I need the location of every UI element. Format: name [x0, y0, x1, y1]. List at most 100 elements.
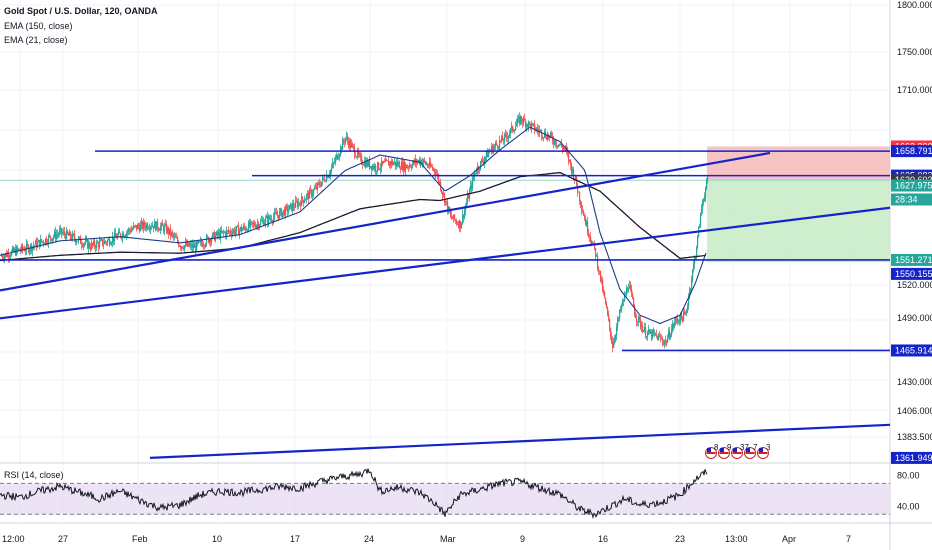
candle-body: [299, 202, 301, 204]
price-tick-label: 1490.000: [897, 313, 932, 323]
candle-body: [316, 186, 318, 189]
trend-line[interactable]: [0, 206, 891, 320]
candle-body: [36, 240, 38, 248]
candle-body: [444, 193, 446, 203]
candle-body: [552, 136, 554, 142]
candle-body: [202, 243, 204, 247]
candle-body: [378, 162, 380, 170]
candle-body: [522, 121, 524, 124]
candle-body: [389, 161, 391, 166]
candle-body: [672, 324, 674, 330]
candle-body: [51, 238, 53, 241]
candle-body: [247, 229, 249, 232]
candle-body: [281, 208, 283, 217]
candle-body: [306, 194, 308, 200]
candle-body: [115, 232, 117, 237]
candle-body: [178, 241, 180, 247]
candle-body: [412, 163, 414, 168]
rsi-legend[interactable]: RSI (14, close): [4, 470, 64, 480]
candle-body: [401, 161, 403, 170]
candle-body: [650, 331, 652, 334]
candle-body: [226, 230, 228, 236]
horizontal-lines[interactable]: [0, 150, 890, 352]
candle-body: [393, 163, 395, 165]
candle-body: [300, 203, 302, 207]
event-count: 37: [740, 443, 749, 452]
candle-body: [243, 225, 245, 229]
candle-body: [55, 231, 57, 239]
candle-body: [204, 245, 206, 247]
candle-body: [146, 224, 148, 229]
candle-body: [587, 221, 589, 233]
event-markers[interactable]: 8 9 37 7 3: [705, 443, 772, 459]
candle-body: [37, 242, 39, 248]
candle-body: [367, 160, 369, 166]
candle-body: [597, 255, 599, 269]
candle-body: [645, 327, 647, 338]
candle-body: [514, 130, 516, 132]
candle-body: [180, 246, 182, 249]
candle-body: [541, 130, 543, 137]
candle-body: [510, 128, 512, 134]
candle-body: [41, 239, 43, 242]
candle-body: [106, 242, 108, 244]
candle-body: [437, 174, 439, 175]
candle-body: [543, 137, 545, 138]
candle-body: [96, 242, 98, 249]
candle-body: [201, 240, 203, 244]
price-axis[interactable]: 1800.000 1750.000 1710.000 1520.000 1490.000…: [891, 0, 932, 512]
ema150-legend[interactable]: EMA (150, close): [4, 21, 73, 31]
ema21-legend[interactable]: EMA (21, close): [4, 35, 68, 45]
candle-body: [320, 185, 322, 187]
candle-body: [408, 166, 410, 168]
candle-body: [173, 234, 175, 237]
event-count: 8: [714, 443, 719, 452]
candle-body: [385, 159, 387, 162]
candle-body: [644, 327, 646, 331]
candle-body: [62, 232, 64, 234]
candle-body: [608, 314, 610, 320]
time-axis[interactable]: 12:00 27 Feb 10 17 24 Mar 9 16 23 13:00 Apr 7: [2, 534, 851, 544]
candle-body: [38, 240, 40, 243]
candle-body: [279, 211, 281, 219]
candle-body: [273, 216, 275, 222]
candle-body: [309, 189, 311, 199]
candle-body: [341, 146, 343, 150]
candle-body: [152, 225, 154, 227]
candle-body: [61, 227, 63, 234]
candle-body: [622, 300, 624, 306]
candle-body: [323, 177, 325, 179]
symbol-legend[interactable]: Gold Spot / U.S. Dollar, 120, OANDA: [4, 6, 158, 16]
candle-body: [528, 121, 530, 127]
candle-body: [446, 200, 448, 202]
candle-body: [406, 164, 408, 168]
candle-body: [1, 256, 3, 257]
candle-body: [357, 151, 359, 157]
candle-body: [495, 143, 497, 146]
candle-body: [259, 224, 261, 228]
candle-body: [705, 188, 707, 198]
candle-body: [138, 224, 140, 227]
candle-body: [327, 175, 329, 178]
candle-body: [696, 247, 698, 258]
candle-body: [107, 240, 109, 244]
candle-body: [571, 165, 573, 173]
candle-body: [64, 231, 66, 235]
candle-body: [124, 236, 126, 237]
candle-body: [262, 220, 264, 221]
trend-line[interactable]: [0, 151, 771, 292]
candle-body: [102, 239, 104, 246]
trend-lines[interactable]: [0, 151, 891, 459]
candle-body: [246, 229, 248, 231]
candle-body: [499, 140, 501, 148]
trend-line[interactable]: [149, 423, 891, 459]
candle-body: [425, 161, 427, 165]
candle-body: [679, 320, 681, 323]
price-badge: [891, 253, 932, 266]
candle-body: [352, 143, 354, 146]
flag-canton: [707, 448, 711, 452]
candle-body: [183, 248, 185, 250]
candle-body: [686, 310, 688, 314]
candle-body: [513, 130, 515, 132]
